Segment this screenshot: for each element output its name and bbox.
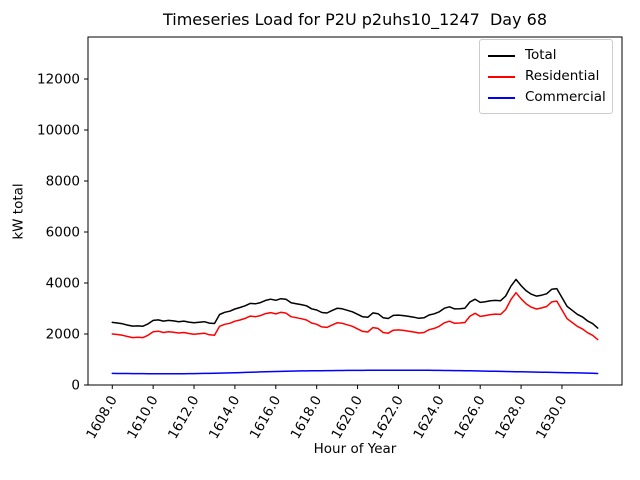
legend-item-total: Total [488, 45, 604, 66]
x-axis-label: Hour of Year [313, 441, 397, 457]
legend-label: Residential [525, 68, 600, 84]
y-tick-label: 0 [71, 378, 80, 394]
x-tick-label: 1616.0 [247, 393, 284, 442]
x-tick-label: 1622.0 [369, 393, 406, 442]
legend-label: Total [525, 47, 557, 63]
y-axis-label: kW total [10, 183, 27, 240]
x-tick-label: 1624.0 [410, 393, 447, 442]
series-line-commercial [111, 369, 599, 375]
series-lines [111, 278, 599, 375]
legend-label: Commercial [525, 89, 606, 105]
legend-item-residential: Residential [488, 66, 604, 87]
y-tick-label: 8000 [46, 173, 80, 189]
legend-item-commercial: Commercial [488, 87, 606, 108]
x-tick-label: 1628.0 [492, 393, 529, 442]
legend-line-swatch-total [488, 54, 515, 57]
y-tick-label: 4000 [46, 275, 80, 291]
x-tick-label: 1630.0 [533, 393, 570, 442]
y-tick-label: 12000 [37, 71, 80, 87]
plot-border [87, 36, 623, 386]
x-tick-label: 1614.0 [206, 393, 243, 442]
legend-line-swatch-residential [488, 75, 515, 78]
x-tick-label: 1610.0 [124, 393, 161, 442]
series-line-total [111, 278, 599, 329]
legend-line-swatch-commercial [488, 96, 515, 99]
y-tick-label: 10000 [37, 122, 80, 138]
series-line-residential [111, 291, 599, 341]
chart-title: Timeseries Load for P2U p2uhs10_1247 Day… [162, 10, 548, 29]
x-tick-label: 1612.0 [165, 393, 202, 442]
y-tick-label: 2000 [46, 326, 80, 342]
legend: Total Residential Commercial [479, 39, 613, 114]
x-tick-label: 1618.0 [288, 393, 325, 442]
y-tick-label: 6000 [46, 224, 80, 240]
x-tick-label: 1620.0 [329, 393, 366, 442]
axis-ticks: 1608.0 1610.0 1612.0 1614.0 1616.0 1618.0 1620… [37, 71, 570, 441]
x-tick-label: 1608.0 [83, 393, 120, 442]
x-tick-label: 1626.0 [451, 393, 488, 442]
